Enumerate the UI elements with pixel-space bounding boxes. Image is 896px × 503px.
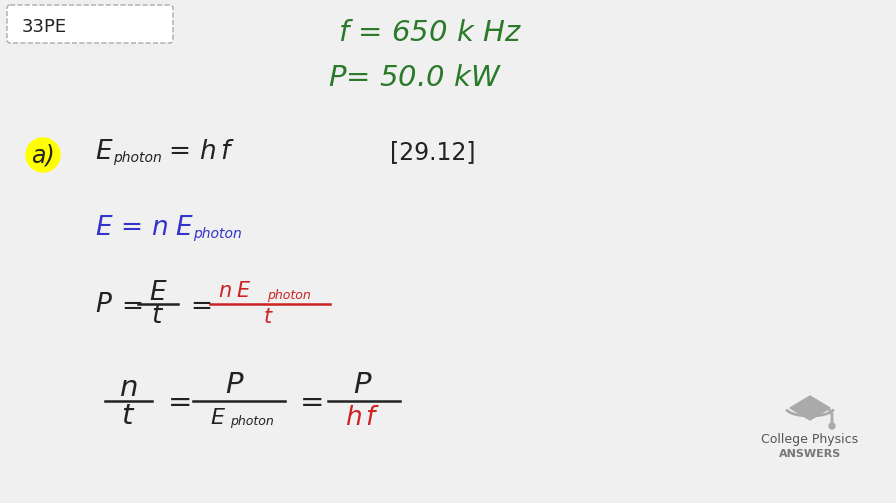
Circle shape xyxy=(26,138,60,172)
Text: $P$= 50.0 kW: $P$= 50.0 kW xyxy=(328,64,502,92)
Text: $= \, h \, f$: $= \, h \, f$ xyxy=(163,139,236,165)
Text: $E$: $E$ xyxy=(95,139,114,165)
Text: $P$: $P$ xyxy=(225,371,245,399)
Text: photon: photon xyxy=(113,151,162,165)
Text: $n$: $n$ xyxy=(119,374,137,402)
Text: $E$: $E$ xyxy=(95,215,114,241)
FancyBboxPatch shape xyxy=(7,5,173,43)
Text: photon: photon xyxy=(230,415,274,429)
Polygon shape xyxy=(790,396,830,420)
Text: $=$: $=$ xyxy=(185,292,211,318)
Text: ANSWERS: ANSWERS xyxy=(779,449,841,459)
Text: $P$: $P$ xyxy=(353,371,373,399)
Text: $t$: $t$ xyxy=(151,303,165,329)
Text: $E$: $E$ xyxy=(149,280,168,306)
Text: $h \, f$: $h \, f$ xyxy=(345,405,381,431)
Text: a): a) xyxy=(31,143,55,167)
Text: $P$: $P$ xyxy=(95,292,113,318)
Circle shape xyxy=(829,423,835,429)
Text: photon: photon xyxy=(193,227,242,241)
Text: [29.12]: [29.12] xyxy=(390,140,476,164)
Text: $n \; E$: $n \; E$ xyxy=(218,281,252,301)
Text: $= \, n \; E$: $= \, n \; E$ xyxy=(115,215,194,241)
Text: $=$: $=$ xyxy=(116,292,142,318)
Text: photon: photon xyxy=(267,289,311,301)
Text: $f$ = 650 k Hz: $f$ = 650 k Hz xyxy=(338,19,522,47)
Text: $t$: $t$ xyxy=(121,402,135,430)
Text: College Physics: College Physics xyxy=(762,434,858,447)
Text: 33PE: 33PE xyxy=(22,18,67,36)
Text: $=$: $=$ xyxy=(162,387,191,415)
Text: $t$: $t$ xyxy=(263,307,273,327)
Text: $=$: $=$ xyxy=(294,387,323,415)
Text: $E$: $E$ xyxy=(210,408,226,428)
